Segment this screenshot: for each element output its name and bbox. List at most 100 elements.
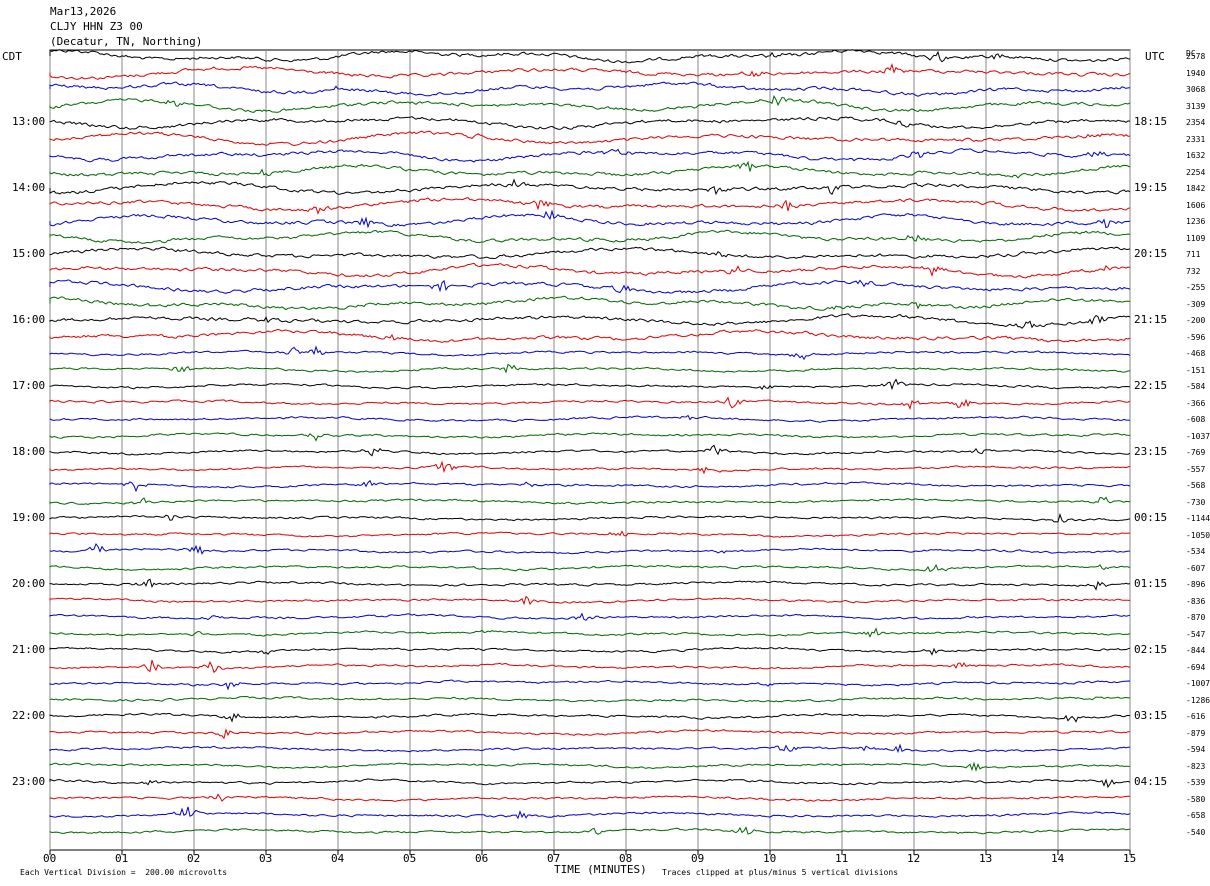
trace-row: [49, 512, 1131, 523]
right-hour-label: 19:15: [1134, 181, 1168, 194]
trace-row: [49, 62, 1131, 80]
right-hour-label: 00:15: [1134, 511, 1168, 524]
trace-row: [49, 49, 1131, 64]
x-tick-label: 09: [691, 852, 705, 865]
trace-row: [49, 295, 1130, 311]
dc-offset-label: 2331: [1186, 134, 1206, 144]
dc-offset-label: -309: [1186, 299, 1206, 309]
x-tick-label: 07: [547, 852, 561, 865]
trace-row: [49, 130, 1131, 147]
x-tick-label: 10: [763, 852, 777, 865]
trace-row: [49, 679, 1131, 691]
trace-row: [49, 712, 1131, 723]
trace-row: [49, 148, 1131, 163]
dc-offset-label: -1286: [1186, 695, 1210, 705]
dc-offset-label: 3139: [1186, 101, 1206, 111]
x-tick-label: 13: [979, 852, 993, 865]
trace-row: [49, 363, 1131, 374]
left-hour-label: 16:00: [12, 313, 46, 326]
right-hour-label: 18:15: [1134, 115, 1168, 128]
trace-row: [49, 778, 1131, 789]
x-axis-label: TIME (MINUTES): [554, 863, 647, 876]
dc-offset-label: 3068: [1186, 85, 1206, 94]
dc-offset-label: -1007: [1186, 679, 1210, 688]
trace-row: [49, 496, 1131, 506]
trace-row: [49, 806, 1131, 820]
trace-row: [49, 595, 1131, 606]
trace-row: [49, 197, 1131, 215]
trace-row: [49, 262, 1131, 279]
left-hour-label: 23:00: [12, 775, 46, 788]
dc-offset-label: -534: [1186, 547, 1206, 556]
dc-offset-label: -1144: [1186, 514, 1210, 523]
left-hour-label: 17:00: [12, 379, 46, 392]
x-tick-label: 06: [475, 852, 489, 865]
right-hour-label: 04:15: [1134, 775, 1168, 788]
x-tick-label: 11: [835, 852, 849, 865]
dc-offset-label: -616: [1186, 712, 1206, 721]
dc-offset-label: -1050: [1186, 530, 1210, 540]
dc-offset-label: 1632: [1186, 151, 1206, 160]
left-hour-label: 20:00: [12, 577, 46, 590]
x-tick-label: 14: [1051, 852, 1065, 865]
dc-offset-label: 1940: [1186, 68, 1206, 78]
dc-offset-label: -568: [1186, 481, 1206, 490]
trace-row: [49, 793, 1131, 802]
dc-offset-label: -879: [1186, 728, 1206, 738]
left-hour-label: 21:00: [12, 643, 46, 656]
dc-offset-label: 1606: [1186, 200, 1206, 210]
trace-row: [49, 479, 1131, 493]
trace-row: [49, 563, 1131, 572]
right-hour-label: 01:15: [1134, 577, 1168, 590]
x-tick-label: 04: [331, 852, 345, 865]
dc-offset-label: -584: [1186, 382, 1206, 391]
dc-offset-label: 1109: [1186, 233, 1206, 243]
dc-offset-label: -870: [1186, 613, 1206, 622]
x-tick-label: 01: [115, 852, 129, 865]
dc-label: DC: [1186, 49, 1196, 58]
trace-row: [49, 229, 1131, 244]
left-hour-label: 22:00: [12, 709, 46, 722]
trace-row: [49, 627, 1131, 638]
trace-row: [49, 743, 1131, 754]
x-tick-label: 08: [619, 852, 633, 865]
trace-row: [49, 209, 1131, 229]
trace-row: [49, 345, 1131, 361]
right-hour-label: 20:15: [1134, 247, 1168, 260]
dc-offset-label: -547: [1186, 629, 1206, 639]
trace-row: [49, 313, 1131, 329]
left-axis-label: CDT: [2, 50, 22, 63]
trace-row: [49, 646, 1131, 656]
right-hour-label: 22:15: [1134, 379, 1168, 392]
trace-row: [49, 328, 1131, 344]
left-hour-label: 15:00: [12, 247, 46, 260]
header-location: (Decatur, TN, Northing): [50, 35, 203, 48]
left-hour-label: 18:00: [12, 445, 46, 458]
dc-offset-label: -607: [1186, 563, 1206, 573]
dc-offset-label: -1037: [1186, 431, 1210, 441]
dc-offset-label: -468: [1186, 349, 1206, 358]
x-tick-label: 00: [43, 852, 57, 865]
dc-offset-label: -608: [1186, 415, 1206, 424]
dc-offset-label: -151: [1186, 365, 1206, 375]
trace-row: [49, 160, 1131, 179]
dc-offset-label: -823: [1186, 761, 1206, 771]
dc-offset-label: 2578: [1186, 52, 1206, 61]
dc-offset-label: -896: [1186, 580, 1206, 589]
trace-row: [49, 542, 1130, 555]
dc-offset-label: -540: [1186, 827, 1206, 837]
trace-row: [49, 460, 1131, 475]
trace-row: [49, 246, 1131, 260]
trace-row: [49, 530, 1131, 538]
dc-offset-label: 711: [1186, 250, 1201, 259]
header-station: CLJY HHN Z3 00: [50, 20, 143, 33]
dc-offset-label: -596: [1186, 332, 1206, 342]
trace-row: [49, 728, 1130, 740]
left-hour-label: 19:00: [12, 511, 46, 524]
dc-offset-label: -836: [1186, 596, 1206, 606]
trace-row: [49, 116, 1131, 130]
dc-offset-label: -844: [1186, 646, 1206, 655]
dc-offset-label: -557: [1186, 464, 1206, 474]
trace-row: [49, 659, 1131, 674]
trace-row: [49, 414, 1131, 423]
